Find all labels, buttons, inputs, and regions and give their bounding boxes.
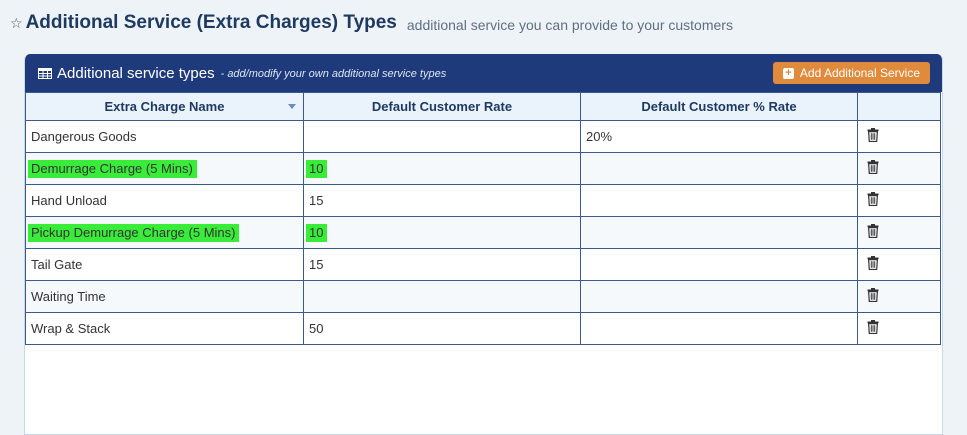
panel-title: Additional service types — [57, 64, 215, 82]
cell-actions — [857, 248, 941, 281]
table-header-row: Extra Charge Name Default Customer Rate … — [25, 92, 941, 121]
column-header-pct-rate[interactable]: Default Customer % Rate — [580, 92, 858, 121]
cell-name[interactable]: Dangerous Goods — [25, 120, 304, 153]
cell-actions — [857, 216, 941, 249]
page-header: ☆ Additional Service (Extra Charges) Typ… — [10, 10, 733, 36]
service-name: Pickup Demurrage Charge (5 Mins) — [28, 223, 240, 242]
default-rate: 10 — [306, 159, 328, 178]
add-additional-service-button[interactable]: + Add Additional Service — [772, 62, 930, 84]
cell-name[interactable]: Demurrage Charge (5 Mins) — [25, 152, 304, 185]
cell-rate[interactable]: 15 — [303, 248, 581, 281]
cell-actions — [857, 120, 941, 153]
cell-rate[interactable] — [303, 280, 581, 313]
trash-icon[interactable] — [867, 224, 879, 241]
service-name: Dangerous Goods — [31, 129, 137, 144]
panel-header: Additional service types - add/modify yo… — [25, 54, 942, 92]
column-header-actions — [857, 92, 941, 121]
service-types-panel: Additional service types - add/modify yo… — [24, 54, 943, 435]
star-icon[interactable]: ☆ — [10, 15, 23, 31]
table-row[interactable]: Hand Unload 15 — [25, 184, 941, 217]
service-name: Tail Gate — [31, 257, 83, 272]
cell-pct-rate[interactable]: 20% — [580, 120, 858, 153]
cell-rate[interactable]: 15 — [303, 184, 581, 217]
default-pct-rate: 20% — [586, 129, 613, 144]
column-header-rate[interactable]: Default Customer Rate — [303, 92, 581, 121]
cell-actions — [857, 280, 941, 313]
cell-rate[interactable]: 10 — [303, 216, 581, 249]
cell-name[interactable]: Hand Unload — [25, 184, 304, 217]
cell-pct-rate[interactable] — [580, 152, 858, 185]
cell-actions — [857, 184, 941, 217]
table-icon — [38, 67, 52, 79]
sort-caret-icon[interactable] — [288, 104, 296, 109]
table-row[interactable]: Demurrage Charge (5 Mins) 10 — [25, 152, 941, 185]
cell-name[interactable]: Tail Gate — [25, 248, 304, 281]
page-subtitle: additional service you can provide to yo… — [406, 16, 733, 33]
trash-icon[interactable] — [867, 288, 879, 305]
cell-rate[interactable] — [303, 120, 581, 153]
table-row[interactable]: Pickup Demurrage Charge (5 Mins) 10 — [25, 216, 941, 249]
cell-actions — [857, 152, 941, 185]
cell-pct-rate[interactable] — [580, 312, 858, 345]
add-button-label: Add Additional Service — [799, 66, 920, 80]
default-rate: 15 — [309, 193, 324, 208]
cell-name[interactable]: Wrap & Stack — [25, 312, 304, 345]
trash-icon[interactable] — [867, 128, 879, 145]
cell-pct-rate[interactable] — [580, 184, 858, 217]
service-types-table: Extra Charge Name Default Customer Rate … — [25, 92, 941, 345]
cell-actions — [857, 312, 941, 345]
default-rate: 15 — [309, 257, 324, 272]
trash-icon[interactable] — [867, 256, 879, 273]
service-name: Waiting Time — [31, 289, 106, 304]
plus-square-icon: + — [782, 67, 794, 79]
default-rate: 50 — [309, 321, 324, 336]
trash-icon[interactable] — [867, 192, 879, 209]
trash-icon[interactable] — [867, 320, 879, 337]
page-title: Additional Service (Extra Charges) Types — [25, 12, 397, 33]
cell-pct-rate[interactable] — [580, 216, 858, 249]
table-row[interactable]: Dangerous Goods 20% — [25, 120, 941, 153]
column-header-name[interactable]: Extra Charge Name — [25, 92, 304, 121]
cell-pct-rate[interactable] — [580, 280, 858, 313]
table-row[interactable]: Tail Gate 15 — [25, 248, 941, 281]
cell-name[interactable]: Waiting Time — [25, 280, 304, 313]
cell-pct-rate[interactable] — [580, 248, 858, 281]
panel-subtitle: - add/modify your own additional service… — [220, 68, 447, 80]
cell-rate[interactable]: 10 — [303, 152, 581, 185]
service-name: Wrap & Stack — [31, 321, 111, 336]
cell-name[interactable]: Pickup Demurrage Charge (5 Mins) — [25, 216, 304, 249]
cell-rate[interactable]: 50 — [303, 312, 581, 345]
table-row[interactable]: Wrap & Stack 50 — [25, 312, 941, 345]
table-row[interactable]: Waiting Time — [25, 280, 941, 313]
service-name: Hand Unload — [31, 193, 107, 208]
service-name: Demurrage Charge (5 Mins) — [28, 159, 197, 178]
default-rate: 10 — [306, 223, 328, 242]
trash-icon[interactable] — [867, 160, 879, 177]
